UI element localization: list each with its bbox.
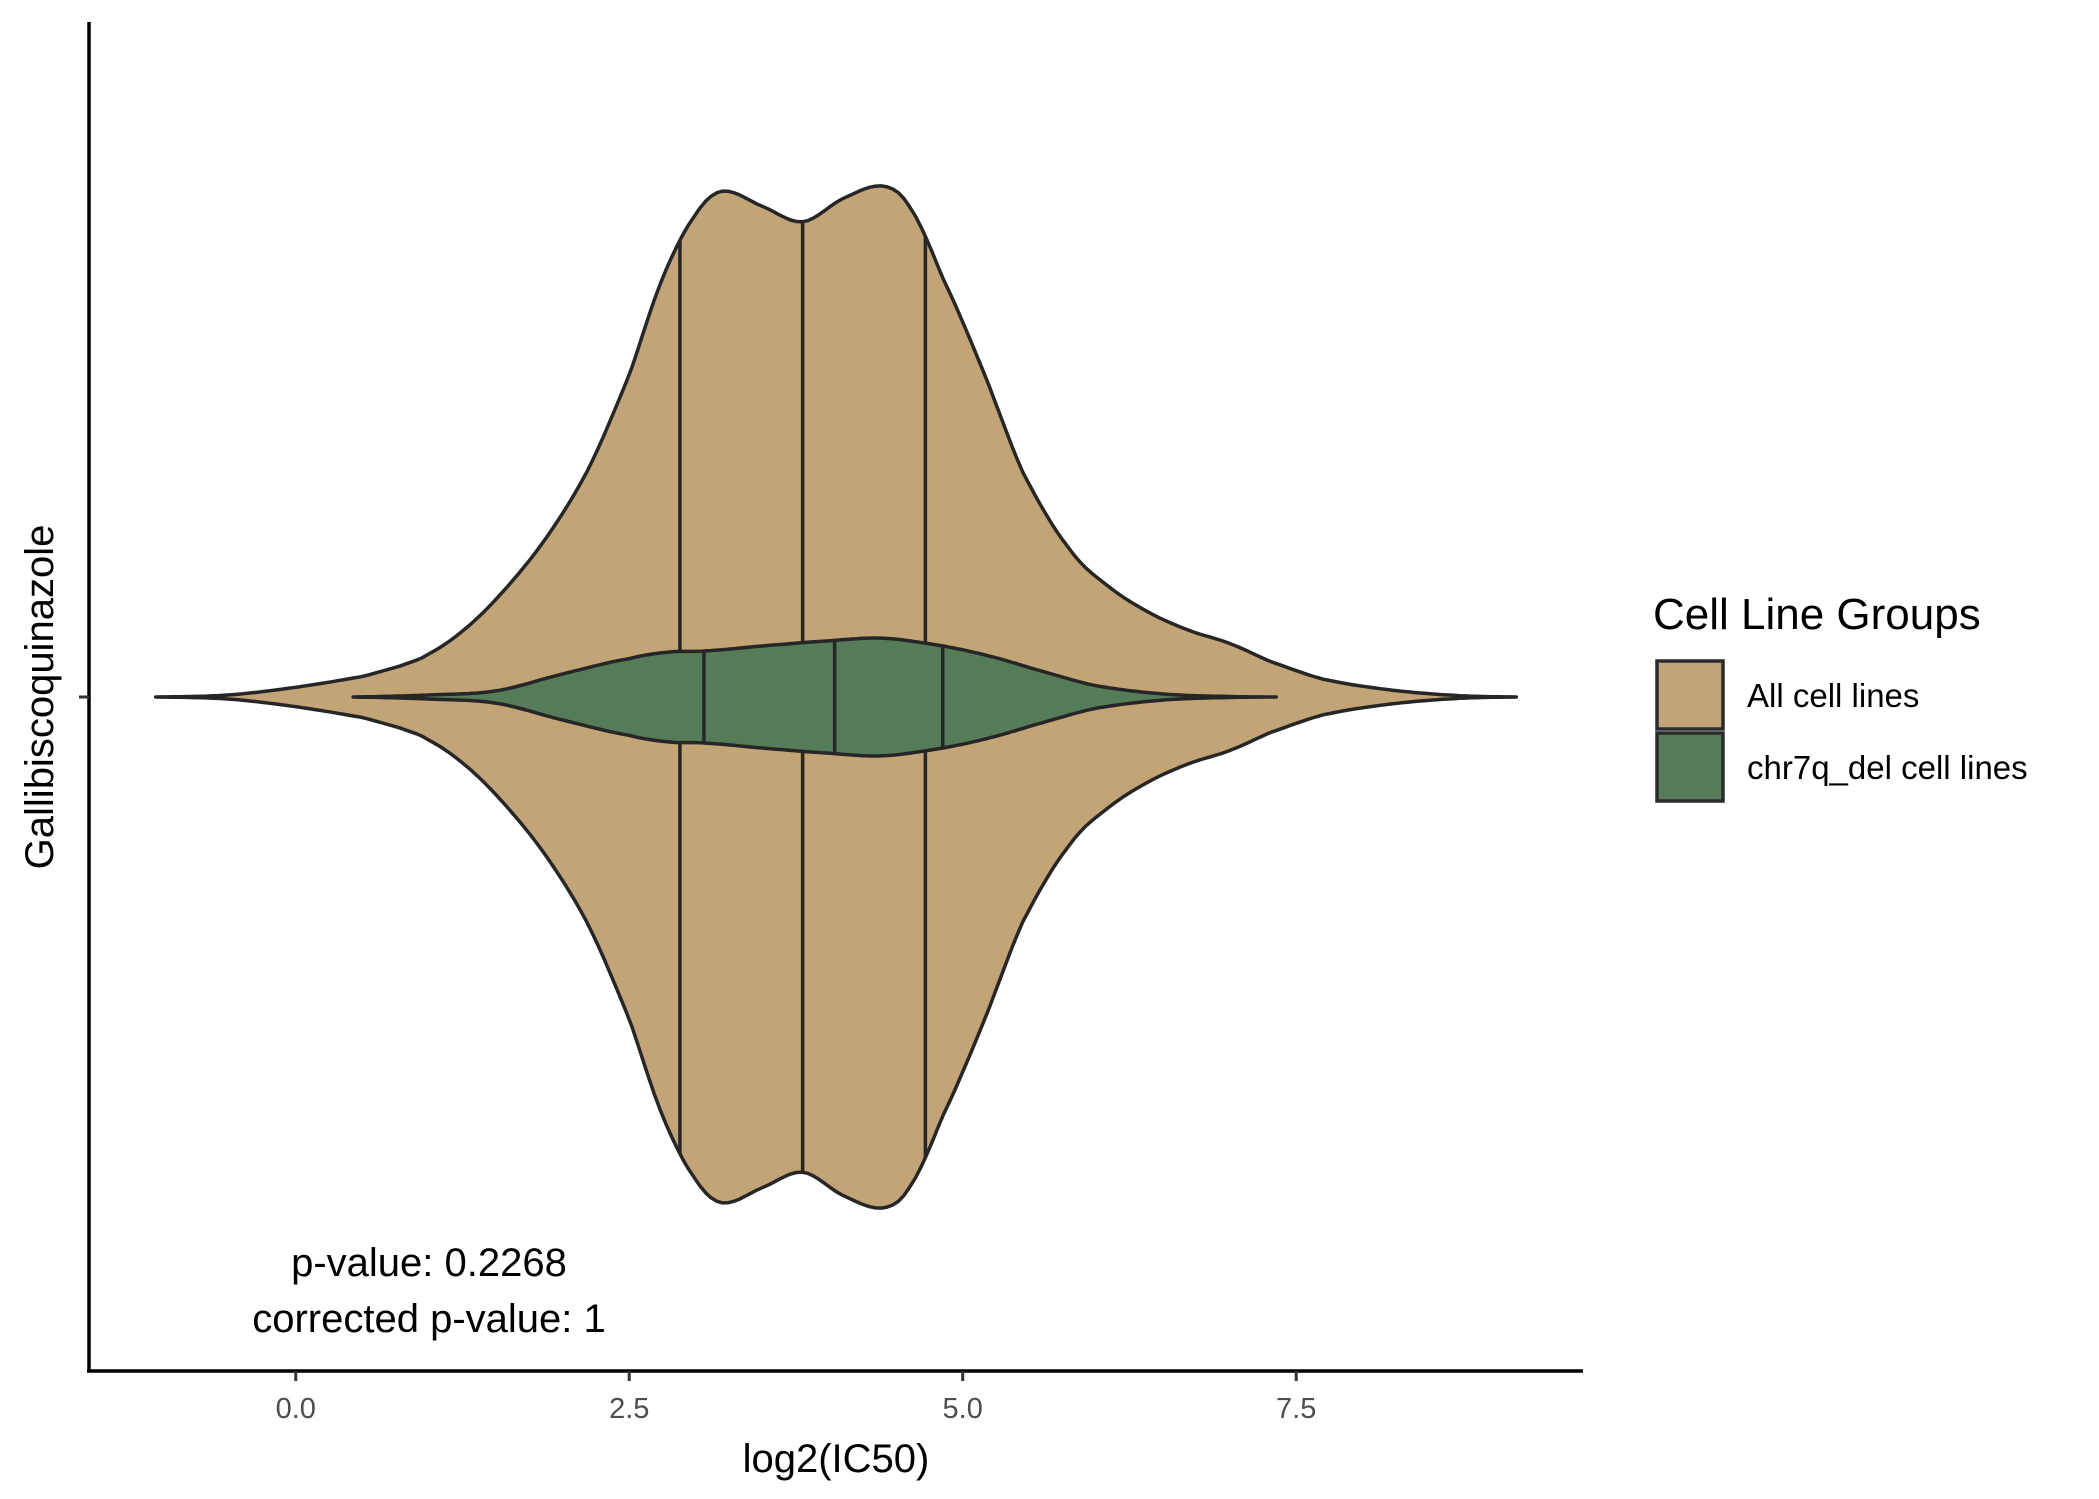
legend-label-all-cell-lines: All cell lines xyxy=(1747,677,1919,714)
legend: Cell Line Groups All cell lines chr7q_de… xyxy=(1653,590,2028,803)
x-tick-label: 0.0 xyxy=(276,1393,316,1425)
x-axis-title: log2(IC50) xyxy=(743,1437,930,1481)
legend-label-chr7q-del-cell-lines: chr7q_del cell lines xyxy=(1747,749,2028,786)
x-ticks-layer: 0.0 2.5 5.0 7.5 xyxy=(276,1371,1316,1425)
violin-chr7q-del-cell-lines xyxy=(351,636,1278,758)
corrected-p-value-annotation: corrected p-value: 1 xyxy=(252,1297,606,1341)
violins-layer xyxy=(153,184,1519,1210)
legend-key-chr7q-del-cell-lines xyxy=(1655,731,1725,803)
x-tick-label: 7.5 xyxy=(1276,1393,1316,1425)
legend-key-all-cell-lines xyxy=(1655,659,1725,731)
x-tick-label: 2.5 xyxy=(609,1393,649,1425)
legend-title: Cell Line Groups xyxy=(1653,590,1981,639)
y-axis-title: Gallibiscoquinazole xyxy=(18,525,62,870)
x-tick-label: 5.0 xyxy=(943,1393,983,1425)
p-value-annotation: p-value: 0.2268 xyxy=(291,1241,567,1285)
